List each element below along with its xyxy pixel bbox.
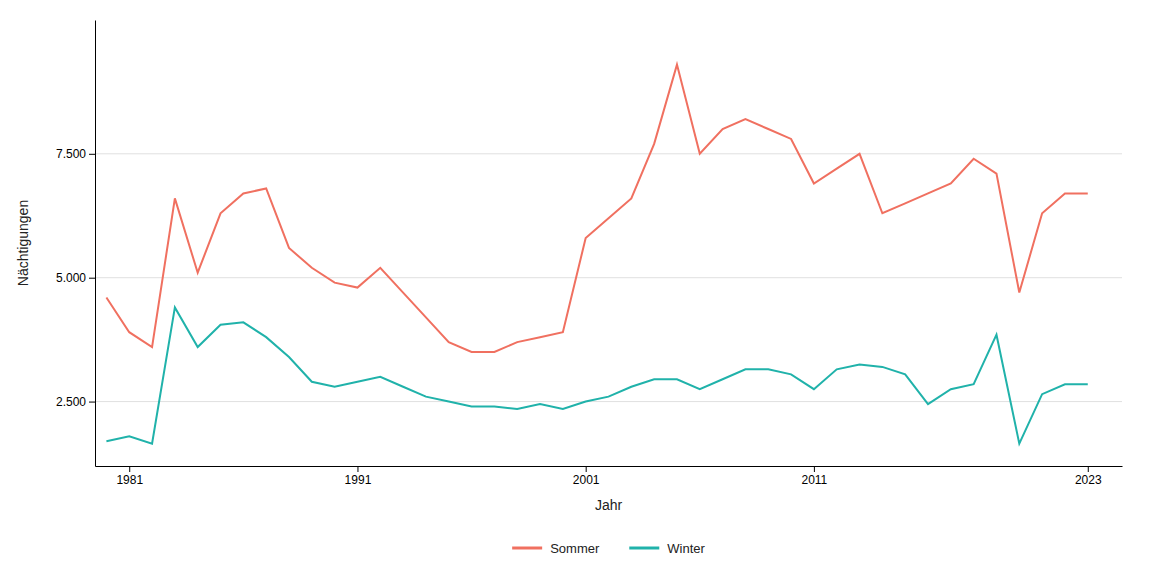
y-tick-label: 7.500 [56,147,86,161]
x-tick-label: 1981 [116,473,143,487]
series-line [106,307,1087,443]
legend-item: Winter [629,541,705,556]
grid-line [95,277,1122,278]
y-axis-line [95,21,96,467]
legend-swatch [512,547,542,550]
y-tick-label: 5.000 [56,271,86,285]
grid-line [95,153,1122,154]
y-axis-title: Nächtigungen [15,200,31,286]
x-tick: 2001 [573,466,600,487]
y-tick: 2.500 [56,395,95,409]
grid-line [95,401,1122,402]
x-tick-label: 2023 [1075,473,1102,487]
legend-item: Sommer [512,541,600,556]
x-tick-mark [586,466,587,472]
x-tick-label: 2011 [801,473,827,487]
y-tick-mark [89,278,95,279]
x-tick: 1991 [345,466,372,487]
x-tick: 2023 [1075,466,1102,487]
legend: Sommer Winter [512,541,705,556]
y-axis: 2.500 5.000 7.500 [56,21,96,467]
x-axis-line [96,466,1123,467]
chart: 1981 1991 2001 2011 2023 2.500 5.000 7.500 Jahr N… [0,0,1152,576]
x-tick-mark [1088,466,1089,472]
y-tick: 7.500 [56,147,95,161]
legend-label: Sommer [550,541,600,556]
x-tick-mark [814,466,815,472]
lines [106,65,1087,444]
x-tick-label: 2001 [573,473,600,487]
x-tick-label: 1991 [345,473,372,487]
x-tick-mark [357,466,358,472]
x-tick: 1981 [116,466,143,487]
plot: 1981 1991 2001 2011 2023 2.500 5.000 7.500 [56,21,1123,487]
y-tick-mark [89,154,95,155]
x-tick: 2011 [801,466,827,487]
x-axis: 1981 1991 2001 2011 2023 [96,466,1123,487]
series-line [106,65,1087,352]
y-tick: 5.000 [56,271,95,285]
y-tick-label: 2.500 [56,395,86,409]
legend-swatch [629,547,659,550]
legend-label: Winter [667,541,705,556]
x-tick-mark [129,466,130,472]
y-tick-mark [89,402,95,403]
grid [95,154,1122,402]
x-axis-title: Jahr [595,497,623,513]
